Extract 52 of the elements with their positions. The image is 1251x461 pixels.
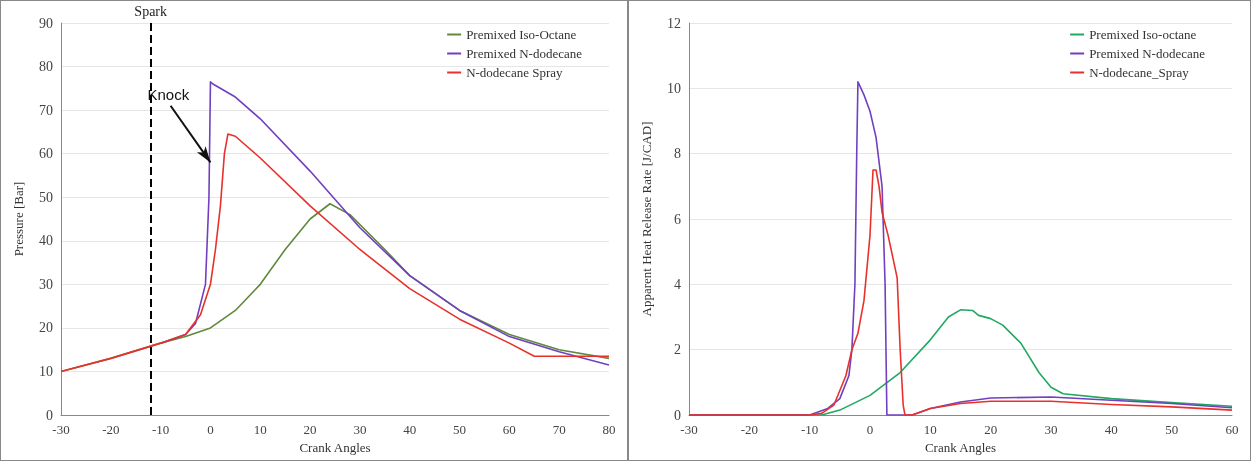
x-tick-label: -10	[151, 422, 170, 437]
x-tick-label: 0	[866, 422, 874, 437]
x-tick-label: 50	[453, 422, 467, 437]
x-tick-label: 10	[923, 422, 937, 437]
y-tick-label: 0	[674, 407, 681, 423]
legend-label: Premixed N-dodecane	[466, 46, 583, 61]
legend-label: Premixed N-dodecane	[1089, 46, 1206, 61]
ref-line-label: Spark	[134, 3, 168, 19]
legend-label: Premixed Iso-Octane	[466, 27, 577, 42]
y-axis-title: Pressure [Bar]	[11, 181, 26, 257]
x-tick-label: -30	[52, 422, 70, 437]
y-tick-label: 60	[39, 146, 53, 162]
y-tick-label: 10	[39, 363, 53, 379]
x-tick-label: 60	[1225, 422, 1239, 437]
y-tick-label: 8	[674, 146, 681, 162]
x-tick-label: -10	[800, 422, 819, 437]
y-tick-label: 70	[39, 102, 53, 118]
x-tick-label: 30	[1044, 422, 1058, 437]
y-tick-label: 50	[39, 189, 53, 205]
x-tick-label: 70	[552, 422, 566, 437]
x-tick-label: 0	[207, 422, 214, 437]
y-tick-label: 4	[674, 276, 681, 292]
legend-label: N-dodecane Spray	[466, 65, 564, 80]
x-tick-label: -20	[740, 422, 759, 437]
x-tick-label: -20	[102, 422, 120, 437]
x-tick-label: 10	[253, 422, 267, 437]
x-tick-label: 20	[984, 422, 998, 437]
y-tick-label: 80	[39, 59, 53, 75]
y-tick-label: 40	[39, 233, 53, 249]
x-tick-label: -30	[680, 422, 698, 437]
y-tick-label: 90	[39, 15, 53, 31]
y-tick-label: 2	[674, 342, 681, 358]
y-tick-label: 6	[674, 211, 681, 227]
x-axis-title: Crank Angles	[924, 439, 997, 455]
x-tick-label: 60	[502, 422, 516, 437]
line-series	[60, 133, 610, 373]
y-tick-label: 0	[46, 407, 53, 423]
annotation: Knock	[147, 86, 190, 104]
legend-label: Premixed Iso-octane	[1089, 27, 1197, 42]
y-axis-title: Apparent Heat Release Rate [J/CAD]	[639, 121, 654, 317]
y-tick-label: 30	[39, 276, 53, 292]
x-tick-label: 80	[602, 422, 616, 437]
y-tick-label: 12	[667, 15, 681, 31]
y-tick-label: 20	[39, 320, 53, 336]
x-tick-label: 40	[403, 422, 417, 437]
x-tick-label: 50	[1165, 422, 1179, 437]
legend-label: N-dodecane_Spray	[1089, 65, 1190, 80]
x-tick-label: 30	[353, 422, 367, 437]
x-axis-title: Crank Angles	[299, 439, 371, 455]
y-tick-label: 10	[667, 80, 681, 96]
x-tick-label: 20	[303, 422, 317, 437]
x-tick-label: 40	[1104, 422, 1118, 437]
